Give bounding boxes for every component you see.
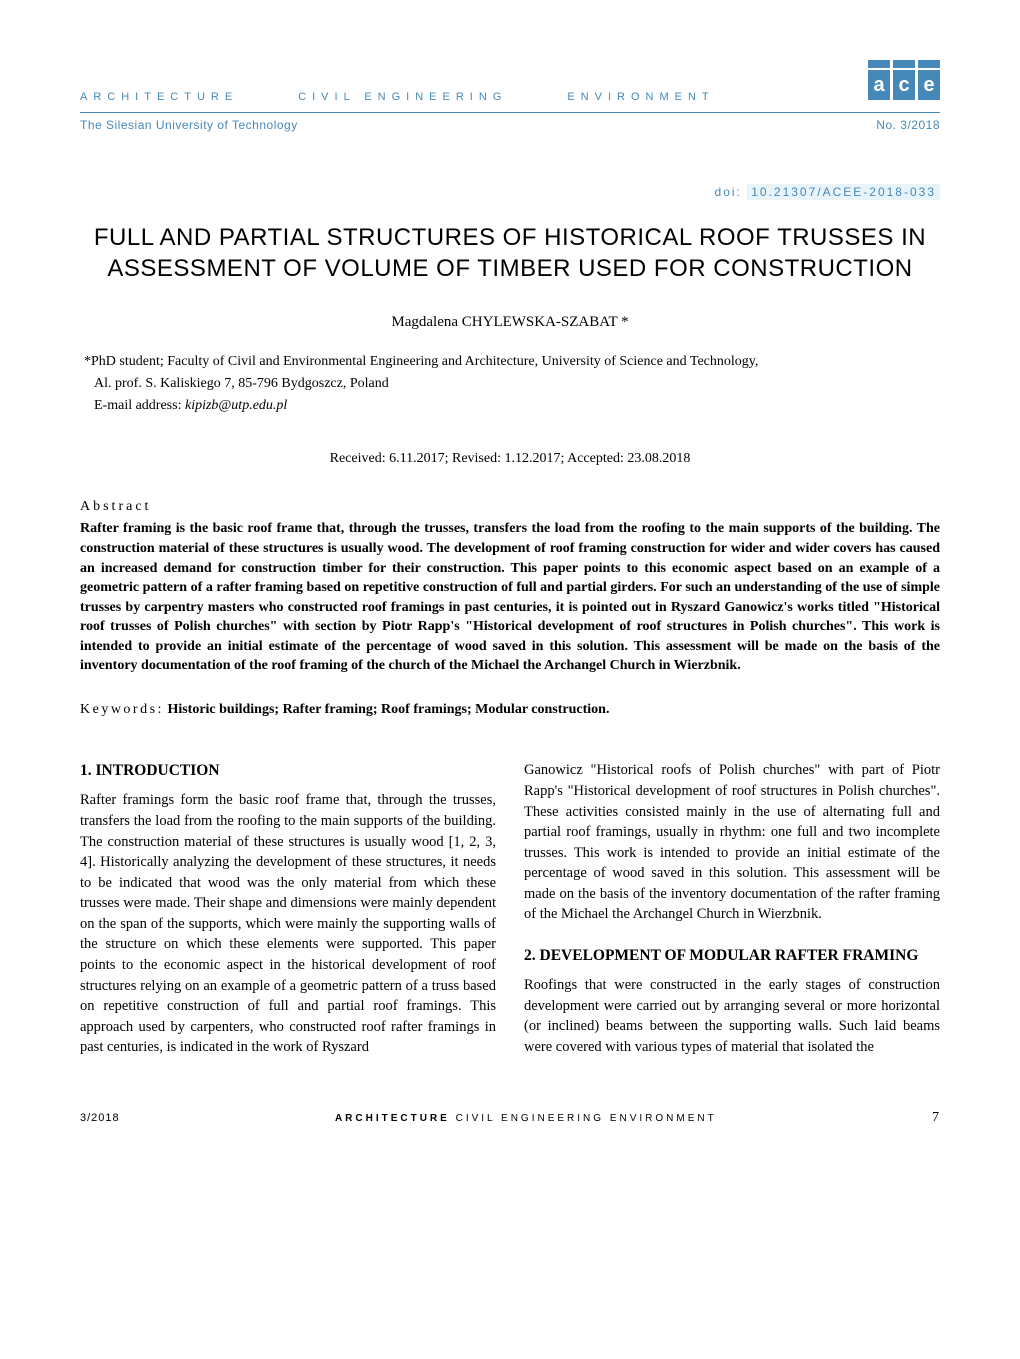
affiliation: *PhD student; Faculty of Civil and Envir… [80, 352, 940, 372]
affiliation-marker: * [84, 354, 91, 369]
manuscript-dates: Received: 6.11.2017; Revised: 1.12.2017;… [80, 449, 940, 469]
footer-journal-name: ARCHITECTURE CIVIL ENGINEERING ENVIRONME… [335, 1112, 717, 1127]
section-heading-development: 2. DEVELOPMENT OF MODULAR RAFTER FRAMING [524, 945, 940, 967]
logo-letter: e [918, 70, 940, 100]
email-label: E-mail address: [94, 398, 185, 413]
body-columns: 1. INTRODUCTION Rafter framings form the… [80, 760, 940, 1058]
journal-header: a c e ARCHITECTURE CIVIL ENGINEERING ENV… [80, 90, 940, 134]
author-name: Magdalena CHYLEWSKA-SZABAT * [80, 312, 940, 334]
header-label: ARCHITECTURE [80, 90, 238, 106]
column-left: 1. INTRODUCTION Rafter framings form the… [80, 760, 496, 1058]
paper-title: FULL AND PARTIAL STRUCTURES OF HISTORICA… [80, 222, 940, 284]
section-body: Roofings that were constructed in the ea… [524, 975, 940, 1057]
section-body: Rafter framings form the basic roof fram… [80, 790, 496, 1058]
column-right: Ganowicz "Historical roofs of Polish chu… [524, 760, 940, 1058]
logo-letter: a [868, 70, 890, 100]
keywords-line: Keywords: Historic buildings; Rafter fra… [80, 700, 940, 720]
keywords-label: Keywords: [80, 702, 164, 717]
affiliation-role: PhD student; Faculty of Civil and Enviro… [91, 354, 758, 369]
page-footer: 3/2018 ARCHITECTURE CIVIL ENGINEERING EN… [80, 1108, 940, 1128]
journal-section-labels: ARCHITECTURE CIVIL ENGINEERING ENVIRONME… [80, 90, 940, 106]
abstract-text: Rafter framing is the basic roof frame t… [80, 519, 940, 676]
header-rule [80, 112, 940, 113]
keywords-text: Historic buildings; Rafter framing; Roof… [167, 702, 609, 717]
doi-label: doi: [715, 185, 742, 199]
header-label: ENVIRONMENT [567, 90, 714, 106]
author-email: kipizb@utp.edu.pl [185, 398, 287, 413]
journal-logo: a c e [868, 60, 940, 100]
affiliation-address: Al. prof. S. Kaliskiego 7, 85-796 Bydgos… [80, 374, 940, 394]
page-number: 7 [932, 1108, 940, 1128]
publisher-name: The Silesian University of Technology [80, 117, 298, 134]
issue-number: No. 3/2018 [876, 117, 940, 134]
abstract-label: Abstract [80, 497, 940, 517]
footer-issue: 3/2018 [80, 1111, 120, 1127]
logo-letter: c [893, 70, 915, 100]
doi-line: doi: 10.21307/ACEE-2018-033 [80, 184, 940, 201]
email-line: E-mail address: kipizb@utp.edu.pl [80, 396, 940, 416]
doi-value: 10.21307/ACEE-2018-033 [747, 184, 940, 200]
header-label: CIVIL ENGINEERING [298, 90, 507, 106]
section-heading-introduction: 1. INTRODUCTION [80, 760, 496, 782]
section-body: Ganowicz "Historical roofs of Polish chu… [524, 760, 940, 925]
